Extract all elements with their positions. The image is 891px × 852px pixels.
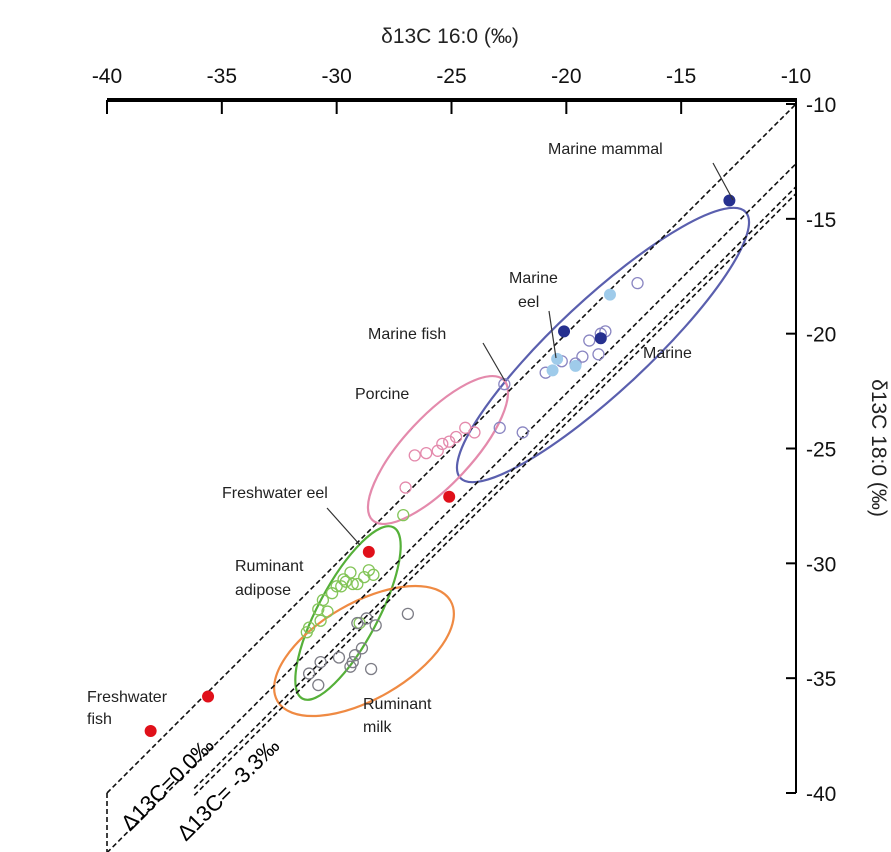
point-porcine <box>443 435 456 448</box>
point-marine-mammal <box>558 325 571 338</box>
point-ruminant-adipose <box>351 577 364 591</box>
point-porcine <box>449 430 463 444</box>
point-ruminant-adipose <box>397 508 410 522</box>
point-porcine <box>459 421 472 434</box>
point-ruminant-adipose <box>358 570 371 584</box>
point-ruminant-adipose <box>330 580 343 593</box>
point-ruminant-adipose <box>314 614 327 627</box>
x-axis-title: δ13C 16:0 (‰) <box>381 25 519 48</box>
reference-lines: Δ13C=0.0‰Δ13C= -3.3‰ <box>106 103 797 852</box>
label-ruminant-adipose-1: Ruminant <box>235 558 304 575</box>
point-ruminant-adipose <box>325 587 339 600</box>
leader-marine-mammal <box>712 162 734 201</box>
point-porcine <box>431 444 444 457</box>
label-ruminant-milk-2: milk <box>363 719 392 736</box>
y-tick-label: -20 <box>806 324 836 347</box>
x-tick-label: -20 <box>551 65 581 88</box>
point-marine-eel <box>546 364 559 377</box>
refline-33-inner <box>193 193 797 796</box>
label-freshwater-fish-1: Freshwater <box>87 689 168 706</box>
axis-titles: δ13C 16:0 (‰) δ13C 18:0 (‰) <box>381 25 890 517</box>
y-tick-label: -35 <box>806 668 836 691</box>
point-porcine <box>408 449 421 462</box>
ellipse-porcine <box>366 374 510 526</box>
point-ruminant-milk <box>348 649 362 662</box>
group-ellipses <box>273 206 751 718</box>
annotations: Marine mammal Marine eel Marine fish Marine P… <box>87 141 692 736</box>
point-freshwater <box>443 490 456 503</box>
label-freshwater-fish-2: fish <box>87 711 112 728</box>
leader-marine-eel <box>548 310 557 359</box>
point-ruminant-milk <box>312 678 325 692</box>
point-marine <box>576 350 589 363</box>
label-freshwater-eel: Freshwater eel <box>222 485 328 502</box>
x-tick-label: -10 <box>781 65 811 88</box>
refline-33-upper <box>193 186 797 789</box>
point-marine <box>631 276 644 290</box>
label-ruminant-adipose-2: adipose <box>235 582 291 599</box>
label-porcine: Porcine <box>355 386 409 403</box>
point-ruminant-milk <box>369 619 382 632</box>
point-porcine <box>420 446 433 460</box>
point-ruminant-milk <box>346 655 359 669</box>
x-tick-label: -40 <box>92 65 122 88</box>
leader-freshwater-eel <box>326 507 361 546</box>
point-ruminant-milk <box>351 616 364 630</box>
ticks: -40 -35 -30 -25 -20 -15 -10 -10 -15 -20 -25 -30 -35 -… <box>92 65 837 806</box>
y-tick-label: -25 <box>806 439 836 462</box>
y-tick-label: -10 <box>806 94 836 117</box>
point-ruminant-milk <box>401 607 415 621</box>
point-ruminant-milk <box>364 662 378 676</box>
point-marine-mammal <box>723 194 736 207</box>
point-ruminant-adipose <box>367 568 380 581</box>
label-marine: Marine <box>643 345 692 362</box>
label-marine-eel-1: Marine <box>509 270 558 287</box>
y-axis-title: δ13C 18:0 (‰) <box>867 379 890 517</box>
point-porcine <box>399 481 412 494</box>
point-freshwater <box>362 545 375 558</box>
x-tick-label: -25 <box>436 65 466 88</box>
point-ruminant-milk <box>332 651 346 664</box>
ellipse-marine <box>455 206 751 484</box>
x-tick-label: -35 <box>207 65 237 88</box>
point-freshwater <box>144 724 157 737</box>
point-porcine <box>436 437 449 451</box>
point-ruminant-adipose <box>300 626 313 639</box>
point-marine-eel <box>603 288 616 301</box>
point-freshwater <box>202 690 215 703</box>
point-marine <box>592 348 605 361</box>
point-ruminant-adipose <box>337 573 350 586</box>
ellipse-ruminant-milk <box>273 584 455 718</box>
point-ruminant-adipose <box>312 603 325 616</box>
point-marine <box>493 421 506 434</box>
x-tick-label: -30 <box>321 65 351 88</box>
point-ruminant-adipose <box>362 564 375 577</box>
point-marine-eel <box>569 359 582 372</box>
point-ruminant-milk <box>314 655 327 669</box>
annotation-leaders <box>326 162 734 546</box>
point-marine <box>516 426 529 439</box>
x-tick-label: -15 <box>666 65 696 88</box>
point-ruminant-milk <box>355 642 369 655</box>
label-ruminant-milk-1: Ruminant <box>363 696 432 713</box>
y-tick-label: -40 <box>806 783 836 806</box>
point-marine <box>583 334 596 347</box>
leader-marine-fish <box>482 342 506 382</box>
refline-0-upper <box>106 103 797 794</box>
point-ruminant-milk <box>302 667 316 680</box>
ellipse-ruminant-adipose <box>294 525 402 701</box>
point-ruminant-adipose <box>335 580 348 593</box>
refline-0-lower <box>106 163 797 852</box>
label-marine-eel-2: eel <box>518 294 539 311</box>
point-marine-eel <box>551 352 564 365</box>
data-points <box>144 194 736 737</box>
y-tick-label: -15 <box>806 209 836 232</box>
label-marine-mammal: Marine mammal <box>548 141 663 158</box>
point-marine-mammal <box>594 332 607 345</box>
y-tick-label: -30 <box>806 553 836 576</box>
point-ruminant-adipose <box>321 605 334 618</box>
label-marine-fish: Marine fish <box>368 326 446 343</box>
